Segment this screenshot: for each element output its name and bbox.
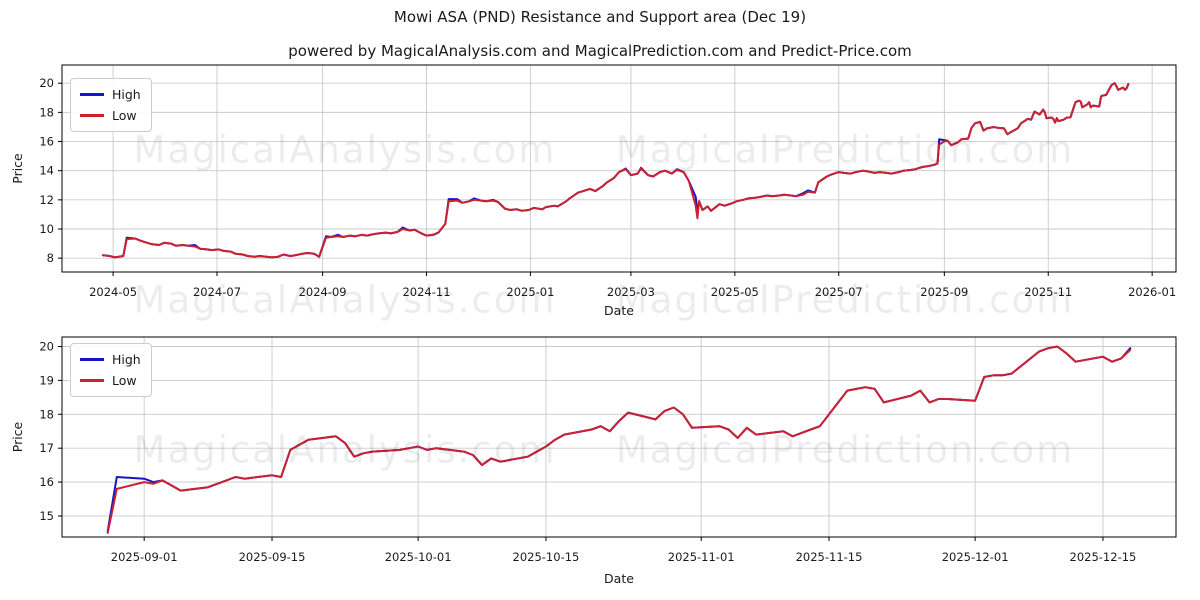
y-tick-label: 18 xyxy=(39,407,54,421)
legend-item-high: High xyxy=(80,351,141,368)
legend-label-high: High xyxy=(112,352,141,367)
low-line-swatch xyxy=(80,379,104,382)
x-axis-label: Date xyxy=(604,303,634,318)
legend-label-high: High xyxy=(112,87,141,102)
x-tick-label: 2025-01 xyxy=(506,285,554,299)
y-tick-label: 12 xyxy=(39,193,54,207)
low-line xyxy=(101,82,1130,259)
chart-subtitle: powered by MagicalAnalysis.com and Magic… xyxy=(288,42,912,60)
y-tick-label: 8 xyxy=(47,251,54,265)
y-tick-label: 16 xyxy=(39,135,54,149)
legend-label-low: Low xyxy=(112,108,137,123)
x-tick-label: 2025-11 xyxy=(1024,285,1072,299)
legend-top-chart: High Low xyxy=(70,78,152,132)
legend-item-low: Low xyxy=(80,372,141,389)
x-tick-label: 2025-12-01 xyxy=(942,550,1009,564)
y-tick-label: 14 xyxy=(39,164,54,178)
x-axis-label: Date xyxy=(604,571,634,586)
legend-item-low: Low xyxy=(80,107,141,124)
x-tick-label: 2025-09-01 xyxy=(111,550,178,564)
chart-title: Mowi ASA (PND) Resistance and Support ar… xyxy=(393,8,807,26)
y-tick-label: 15 xyxy=(39,509,54,523)
y-tick-label: 16 xyxy=(39,475,54,489)
high-line xyxy=(106,345,1132,533)
y-axis-label: Price xyxy=(10,153,25,184)
legend-item-high: High xyxy=(80,86,141,103)
x-tick-label: 2026-01 xyxy=(1128,285,1176,299)
x-tick-label: 2025-05 xyxy=(711,285,759,299)
x-tick-label: 2025-03 xyxy=(607,285,655,299)
x-tick-label: 2025-10-15 xyxy=(513,550,580,564)
y-tick-label: 17 xyxy=(39,441,54,455)
axes-spines xyxy=(61,64,1177,273)
x-tick-label: 2025-09 xyxy=(920,285,968,299)
low-line xyxy=(106,345,1132,534)
y-axis-label: Price xyxy=(10,421,25,452)
high-line-swatch xyxy=(80,358,104,361)
x-tick-label: 2024-05 xyxy=(89,285,137,299)
x-tick-label: 2024-07 xyxy=(193,285,241,299)
legend-label-low: Low xyxy=(112,373,137,388)
x-tick-label: 2025-11-01 xyxy=(668,550,735,564)
y-tick-label: 20 xyxy=(39,339,54,353)
y-tick-label: 20 xyxy=(39,76,54,90)
x-tick-label: 2024-11 xyxy=(402,285,450,299)
x-tick-label: 2025-07 xyxy=(815,285,863,299)
x-tick-label: 2025-11-15 xyxy=(796,550,863,564)
x-tick-label: 2025-10-01 xyxy=(385,550,452,564)
y-tick-label: 10 xyxy=(39,222,54,236)
low-line-swatch xyxy=(80,114,104,117)
legend-bottom-chart: High Low xyxy=(70,343,152,397)
x-tick-label: 2024-09 xyxy=(299,285,347,299)
y-tick-label: 18 xyxy=(39,105,54,119)
high-line-swatch xyxy=(80,93,104,96)
x-tick-label: 2025-12-15 xyxy=(1070,550,1137,564)
x-tick-label: 2025-09-15 xyxy=(239,550,306,564)
axes-spines xyxy=(61,336,1177,538)
y-tick-label: 19 xyxy=(39,373,54,387)
